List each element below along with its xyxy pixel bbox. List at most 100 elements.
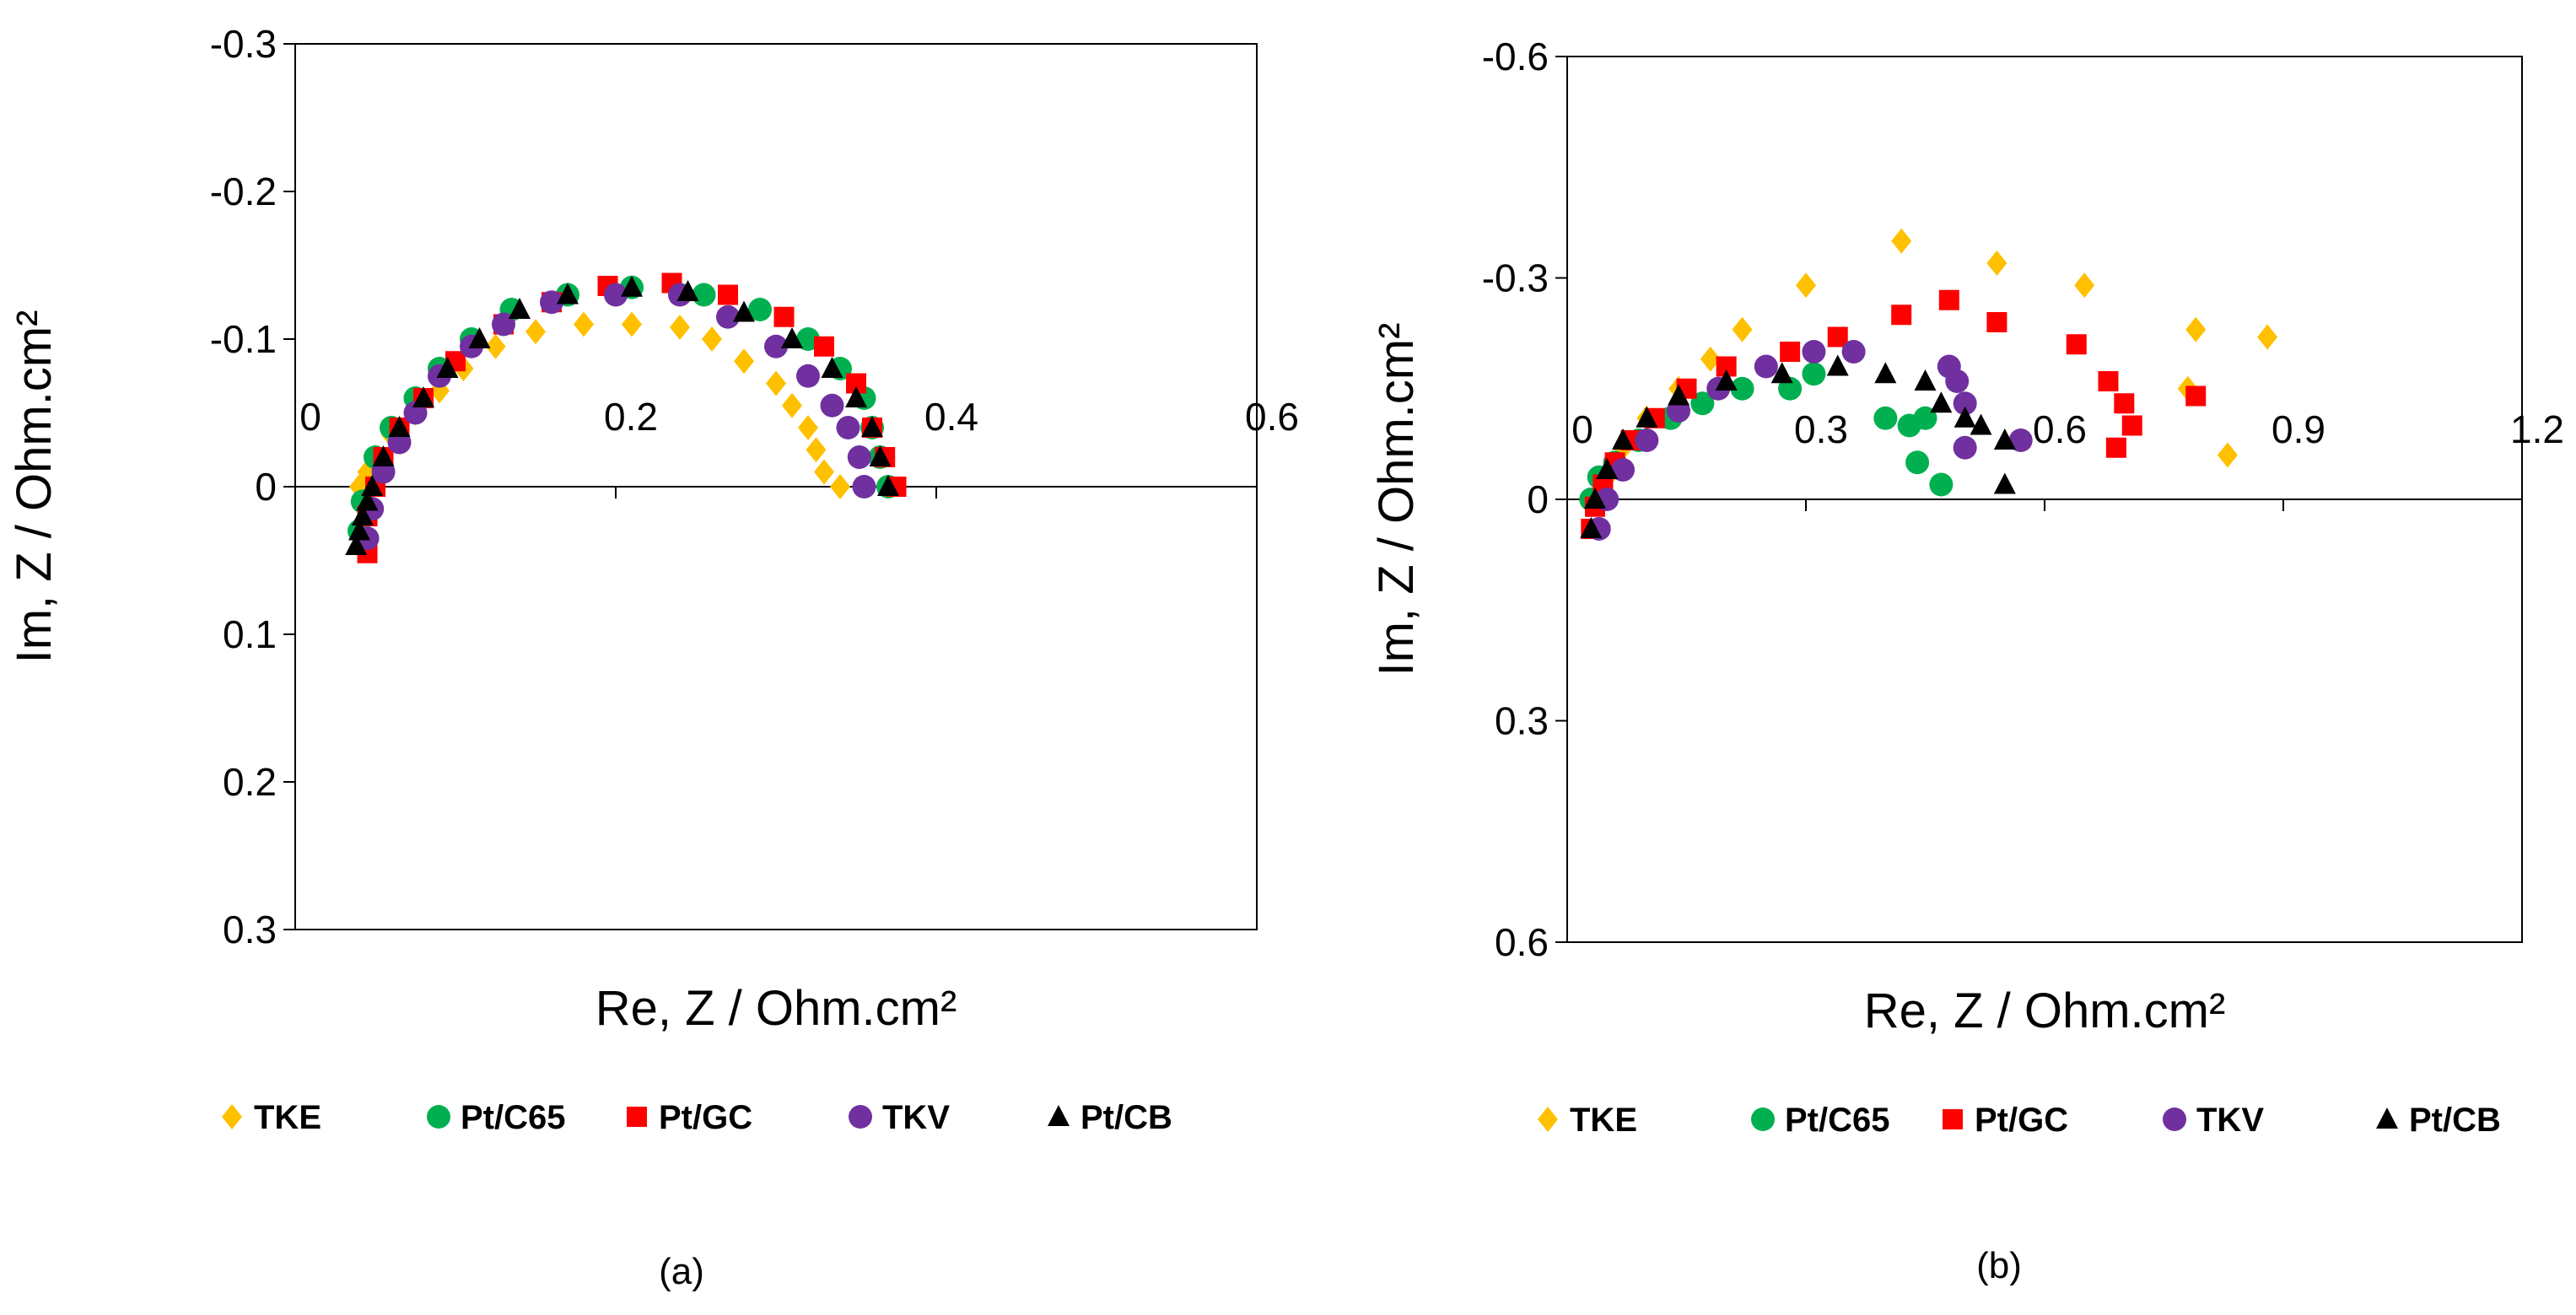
x-tick-label: 0.3	[1794, 407, 1848, 451]
data-point	[820, 393, 844, 418]
x-tick-label: 0.2	[604, 395, 658, 439]
chart-panel-b: 0 0.3 0.6 0.9 1.2 -0.6 -0.3 0 0.3 0.6 Re, Z / Ohm.…	[1369, 35, 2564, 1286]
legend-marker	[2163, 1108, 2186, 1131]
data-point	[436, 357, 459, 378]
data-point	[702, 326, 722, 352]
y-tick-label: 0.3	[1495, 699, 1549, 743]
y-axis-title: Im, Z / Ohm.cm²	[7, 310, 62, 664]
data-point	[1874, 362, 1897, 384]
y-tick-label: -0.3	[1482, 256, 1549, 300]
data-point	[847, 445, 871, 469]
legend-label: Pt/CB	[1081, 1099, 1172, 1136]
data-point	[1873, 406, 1898, 430]
legend-label: Pt/C65	[461, 1099, 566, 1136]
data-point	[676, 280, 699, 301]
legend: TKE Pt/C65 Pt/GC TKV Pt/CB	[1538, 1102, 2501, 1139]
x-tick-label: 0.6	[2033, 407, 2087, 451]
data-point	[622, 311, 642, 337]
data-point	[2185, 316, 2207, 342]
legend-label: Pt/C65	[1785, 1102, 1890, 1139]
legend-label: TKV	[882, 1099, 950, 1136]
data-point	[869, 445, 892, 466]
data-point	[1754, 354, 1778, 379]
data-point	[412, 386, 434, 407]
data-point	[821, 357, 843, 378]
data-point	[485, 333, 506, 359]
data-point	[1953, 435, 1977, 460]
data-point	[836, 416, 860, 439]
x-axis-title: Re, Z / Ohm.cm²	[1864, 984, 2226, 1038]
data-point	[764, 334, 788, 358]
data-point	[351, 504, 374, 525]
data-point	[845, 386, 867, 407]
legend-marker	[1751, 1108, 1775, 1131]
panel-caption: (a)	[659, 1251, 704, 1292]
data-point	[2185, 385, 2207, 407]
data-point	[2008, 428, 2033, 452]
data-point	[766, 370, 786, 396]
legend-label: Pt/GC	[1975, 1102, 2068, 1139]
y-tick-label: 0.2	[223, 760, 277, 804]
data-point	[604, 283, 628, 307]
data-point	[1584, 488, 1607, 509]
data-point	[1612, 428, 1635, 450]
legend-marker	[1943, 1109, 1963, 1129]
data-point	[525, 319, 546, 345]
series-pt-cb	[345, 275, 899, 555]
data-point	[1970, 413, 1992, 435]
data-point	[1905, 450, 1930, 475]
y-tick-label: 0.1	[223, 612, 277, 656]
data-point	[1930, 391, 1953, 413]
y-tick-label: -0.3	[210, 22, 277, 66]
data-point	[2098, 371, 2119, 391]
data-point	[1596, 458, 1619, 479]
data-point	[1611, 458, 1636, 482]
legend-marker	[1538, 1107, 1558, 1132]
data-point	[782, 392, 802, 418]
series-pt-cb	[1580, 354, 2016, 538]
y-tick-label: -0.1	[210, 317, 277, 361]
data-point	[1986, 251, 2007, 276]
data-point	[1827, 326, 1848, 348]
x-axis-title: Re, Z / Ohm.cm²	[595, 981, 957, 1036]
data-point	[718, 284, 738, 305]
data-point	[509, 298, 531, 319]
y-tick-label: 0	[255, 465, 277, 509]
data-point	[877, 475, 899, 496]
chart-panel-a: 0 0.2 0.4 0.6 -0.3 -0.2 -0.1 0 0.1 0.2 0.3 Re, Z / …	[7, 22, 1299, 1292]
data-point	[773, 306, 795, 327]
data-point	[1770, 362, 1793, 384]
data-point	[1993, 428, 2016, 450]
panel-caption: (b)	[1976, 1245, 2022, 1286]
data-point	[345, 534, 368, 555]
data-point	[2114, 393, 2135, 414]
legend: TKE Pt/C65 Pt/GC TKV Pt/CB	[222, 1099, 1172, 1136]
data-point	[852, 475, 876, 499]
y-tick-label: -0.6	[1482, 35, 1549, 78]
data-point	[1796, 272, 1816, 299]
data-point	[2066, 334, 2087, 355]
data-point	[748, 298, 772, 321]
x-tick-label: 0	[299, 395, 321, 439]
data-point	[1914, 369, 1937, 391]
data-point	[1780, 342, 1801, 362]
data-point	[814, 336, 834, 357]
legend-marker	[1048, 1105, 1070, 1126]
data-point	[1954, 406, 1976, 428]
data-point	[716, 304, 740, 329]
data-point	[830, 474, 850, 499]
x-tick-label: 0	[1571, 407, 1593, 451]
series-tke	[1588, 228, 2278, 512]
legend-label: Pt/GC	[659, 1099, 752, 1136]
x-tick-label: 1.2	[2510, 407, 2564, 451]
data-point	[1841, 340, 1866, 364]
data-point	[2074, 272, 2095, 299]
data-point	[2105, 437, 2126, 458]
data-point	[1891, 304, 1912, 326]
y-tick-label: 0.6	[1495, 920, 1549, 964]
data-point	[468, 327, 491, 348]
data-point	[1953, 391, 1977, 416]
data-point	[734, 348, 754, 375]
data-point	[670, 315, 690, 340]
data-point	[1891, 228, 1912, 254]
